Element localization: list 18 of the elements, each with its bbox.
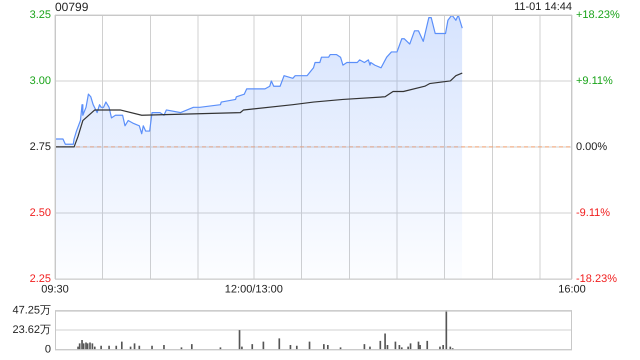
y2-tick-label: 0.00%	[576, 140, 608, 153]
y-tick-label: 0	[44, 343, 51, 356]
y-tick-label: 2.75	[30, 140, 51, 153]
chart-title: 00799	[55, 0, 88, 14]
y-tick-label: 3.25	[30, 9, 51, 22]
y2-tick-label: +9.11%	[576, 75, 614, 88]
y2-tick-label: +18.23%	[576, 9, 620, 22]
y-tick-label: 2.25	[30, 272, 51, 285]
y2-tick-label: -9.11%	[576, 206, 610, 219]
y-tick-label: 2.50	[30, 206, 51, 219]
y-tick-label: 23.62万	[12, 324, 51, 336]
y2-tick-label: -18.23%	[576, 272, 618, 285]
x-tick-label: 12:00/13:00	[224, 283, 283, 296]
y-tick-label: 3.00	[30, 74, 51, 87]
x-tick-label: 16:00	[558, 283, 586, 296]
y-tick-label: 47.25万	[12, 304, 51, 317]
text: 11-01 14:44	[514, 1, 572, 13]
x-tick-label: 09:30	[41, 283, 69, 296]
